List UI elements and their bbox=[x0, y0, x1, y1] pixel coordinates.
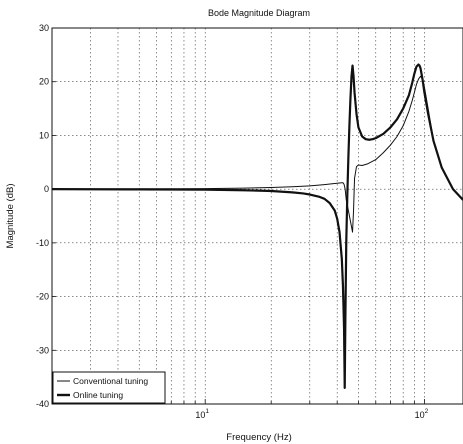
series-line-online-tuning bbox=[52, 63, 463, 389]
x-axis-label: Frequency (Hz) bbox=[226, 432, 291, 443]
x-tick-label: 102 bbox=[415, 408, 429, 420]
y-axis: 30 20 10 0 -10 -20 -30 -40 bbox=[36, 23, 56, 409]
chart-title: Bode Magnitude Diagram bbox=[208, 8, 310, 18]
legend: Conventional tuning Online tuning bbox=[52, 371, 166, 404]
legend-label-conventional: Conventional tuning bbox=[73, 376, 148, 386]
y-axis-label: Magnitude (dB) bbox=[5, 184, 16, 249]
y-tick-label: 10 bbox=[39, 130, 49, 140]
y-tick-label: 30 bbox=[39, 23, 49, 33]
y-tick-label: 20 bbox=[39, 77, 49, 87]
y-tick-label: -40 bbox=[36, 399, 49, 409]
y-tick-label: -10 bbox=[36, 238, 49, 248]
legend-label-online: Online tuning bbox=[73, 390, 123, 400]
x-tick-label: 101 bbox=[195, 408, 209, 420]
grid bbox=[52, 28, 463, 404]
y-tick-label: -30 bbox=[36, 345, 49, 355]
series-group bbox=[52, 63, 463, 389]
series-line-conventional-tuning bbox=[52, 75, 463, 233]
legend-box bbox=[52, 371, 166, 404]
plot-area bbox=[51, 27, 463, 405]
y-tick-label: 0 bbox=[44, 184, 49, 194]
y-tick-label: -20 bbox=[36, 292, 49, 302]
